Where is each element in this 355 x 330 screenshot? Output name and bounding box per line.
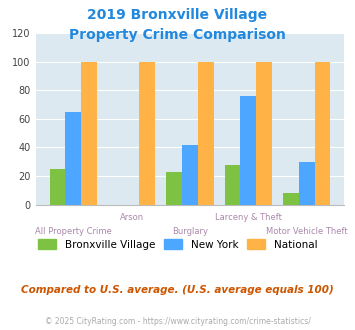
Bar (140, 62, 155, 205)
Bar (166, 172, 182, 205)
Bar (315, 62, 330, 205)
Text: Burglary: Burglary (172, 227, 208, 236)
Bar (182, 145, 198, 205)
Text: 2019 Bronxville Village: 2019 Bronxville Village (87, 8, 268, 22)
Text: All Property Crime: All Property Crime (35, 227, 111, 236)
Text: Motor Vehicle Theft: Motor Vehicle Theft (266, 227, 348, 236)
Text: Compared to U.S. average. (U.S. average equals 100): Compared to U.S. average. (U.S. average … (21, 285, 334, 295)
Bar (225, 165, 240, 205)
Bar (65, 112, 81, 205)
Bar (256, 62, 272, 205)
Bar (299, 162, 315, 205)
Bar (240, 96, 256, 205)
Text: © 2025 CityRating.com - https://www.cityrating.com/crime-statistics/: © 2025 CityRating.com - https://www.city… (45, 317, 310, 326)
Text: Arson: Arson (120, 213, 144, 222)
Text: Property Crime Comparison: Property Crime Comparison (69, 28, 286, 42)
Bar (283, 193, 299, 205)
Legend: Bronxville Village, New York, National: Bronxville Village, New York, National (34, 235, 321, 254)
Bar (50, 169, 65, 205)
Text: Larceny & Theft: Larceny & Theft (215, 213, 282, 222)
Bar (81, 62, 97, 205)
Bar (198, 62, 214, 205)
